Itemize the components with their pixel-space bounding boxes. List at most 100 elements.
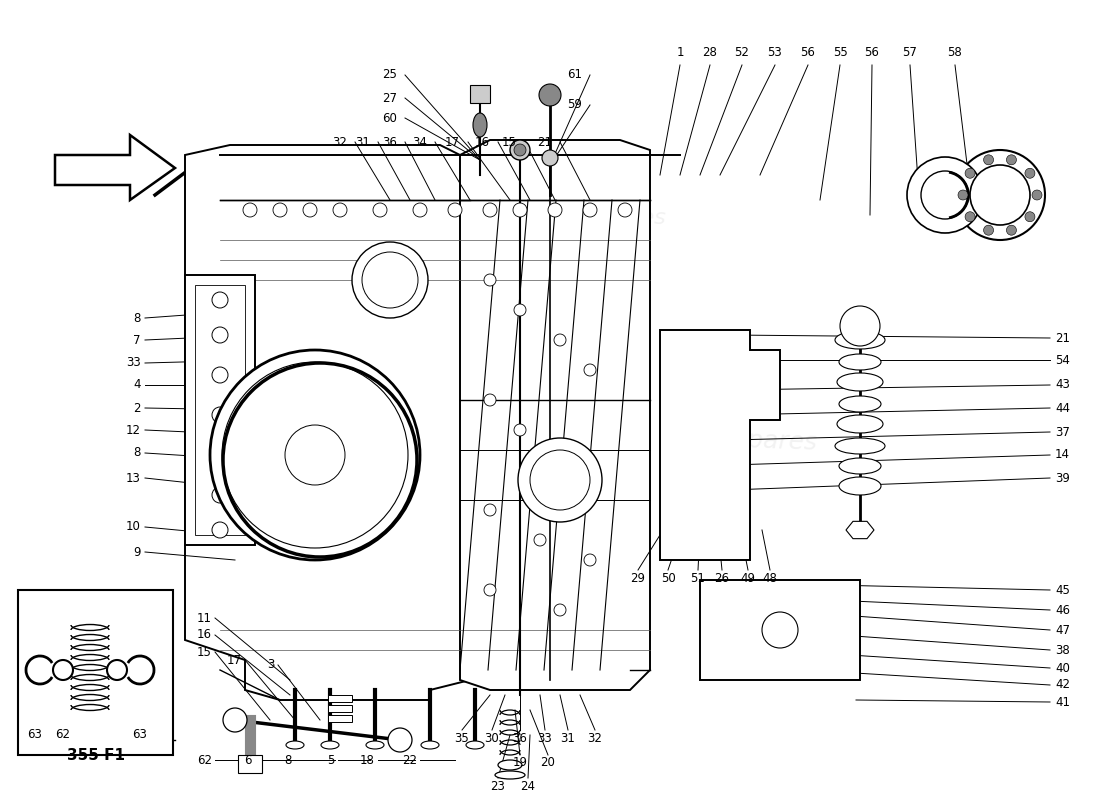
Circle shape — [518, 438, 602, 522]
Text: 23: 23 — [491, 779, 505, 793]
Ellipse shape — [286, 741, 304, 749]
Text: 24: 24 — [520, 779, 536, 793]
Circle shape — [955, 150, 1045, 240]
Text: eurospares: eurospares — [542, 204, 668, 228]
Circle shape — [212, 522, 228, 538]
Ellipse shape — [321, 741, 339, 749]
FancyBboxPatch shape — [470, 85, 490, 103]
Text: 56: 56 — [865, 46, 879, 59]
Text: 50: 50 — [661, 571, 675, 585]
Circle shape — [448, 203, 462, 217]
Text: 27: 27 — [382, 91, 397, 105]
Text: 22: 22 — [402, 754, 417, 766]
Circle shape — [514, 424, 526, 436]
Circle shape — [373, 203, 387, 217]
Ellipse shape — [53, 660, 73, 680]
Circle shape — [983, 155, 993, 165]
Text: 62: 62 — [55, 729, 70, 742]
Circle shape — [1032, 190, 1042, 200]
Circle shape — [210, 350, 420, 560]
Text: 11: 11 — [197, 611, 212, 625]
Polygon shape — [660, 330, 780, 560]
Circle shape — [584, 554, 596, 566]
Circle shape — [539, 84, 561, 106]
Polygon shape — [55, 135, 175, 200]
Circle shape — [412, 203, 427, 217]
Polygon shape — [460, 140, 650, 690]
Circle shape — [554, 464, 566, 476]
Text: 28: 28 — [703, 46, 717, 59]
Text: 8: 8 — [285, 754, 292, 766]
Ellipse shape — [466, 741, 484, 749]
Text: 21: 21 — [1055, 331, 1070, 345]
Circle shape — [302, 203, 317, 217]
Ellipse shape — [839, 396, 881, 412]
Circle shape — [840, 306, 880, 346]
FancyBboxPatch shape — [700, 580, 860, 680]
Circle shape — [223, 708, 248, 732]
Text: 14: 14 — [1055, 449, 1070, 462]
Circle shape — [970, 165, 1030, 225]
Text: 29: 29 — [630, 571, 646, 585]
Text: 15: 15 — [502, 135, 517, 149]
Circle shape — [243, 203, 257, 217]
Text: 4: 4 — [133, 378, 141, 391]
Text: 9: 9 — [133, 546, 141, 558]
Text: 21: 21 — [537, 135, 552, 149]
Circle shape — [965, 168, 975, 178]
Circle shape — [352, 242, 428, 318]
Text: 42: 42 — [1055, 678, 1070, 691]
Text: 39: 39 — [1055, 471, 1070, 485]
FancyBboxPatch shape — [328, 715, 352, 722]
Circle shape — [273, 203, 287, 217]
Ellipse shape — [837, 373, 883, 391]
Circle shape — [530, 450, 590, 510]
Ellipse shape — [835, 438, 886, 454]
Text: 3: 3 — [267, 658, 275, 671]
Circle shape — [542, 150, 558, 166]
Text: 48: 48 — [762, 571, 778, 585]
Circle shape — [513, 203, 527, 217]
Ellipse shape — [835, 331, 886, 349]
Circle shape — [484, 394, 496, 406]
Text: 17: 17 — [227, 654, 242, 666]
Polygon shape — [846, 522, 874, 538]
Circle shape — [333, 203, 346, 217]
Text: 355 F1: 355 F1 — [67, 747, 125, 762]
Circle shape — [510, 140, 530, 160]
Text: 17: 17 — [446, 135, 460, 149]
FancyBboxPatch shape — [185, 275, 255, 545]
Text: 8: 8 — [133, 311, 141, 325]
Text: 60: 60 — [382, 111, 397, 125]
Polygon shape — [185, 145, 470, 700]
Circle shape — [554, 604, 566, 616]
Circle shape — [362, 252, 418, 308]
Text: 36: 36 — [382, 135, 397, 149]
Text: 25: 25 — [382, 69, 397, 82]
Text: 5: 5 — [328, 754, 336, 766]
Circle shape — [618, 203, 632, 217]
Ellipse shape — [366, 741, 384, 749]
Circle shape — [484, 504, 496, 516]
Text: 44: 44 — [1055, 402, 1070, 414]
Circle shape — [222, 362, 408, 548]
FancyBboxPatch shape — [238, 755, 262, 773]
Circle shape — [285, 425, 345, 485]
Text: 8: 8 — [133, 446, 141, 459]
Text: 38: 38 — [1055, 643, 1069, 657]
Circle shape — [484, 274, 496, 286]
Ellipse shape — [495, 771, 525, 779]
Circle shape — [212, 407, 228, 423]
Circle shape — [388, 728, 412, 752]
Text: 43: 43 — [1055, 378, 1070, 391]
Text: 54: 54 — [1055, 354, 1070, 366]
Circle shape — [1006, 225, 1016, 235]
Text: 57: 57 — [903, 46, 917, 59]
Text: 34: 34 — [412, 135, 427, 149]
Text: 56: 56 — [801, 46, 815, 59]
Text: 31: 31 — [355, 135, 370, 149]
Text: 63: 63 — [28, 729, 43, 742]
Text: 33: 33 — [538, 731, 552, 745]
Text: 36: 36 — [513, 731, 527, 745]
Ellipse shape — [498, 760, 522, 770]
